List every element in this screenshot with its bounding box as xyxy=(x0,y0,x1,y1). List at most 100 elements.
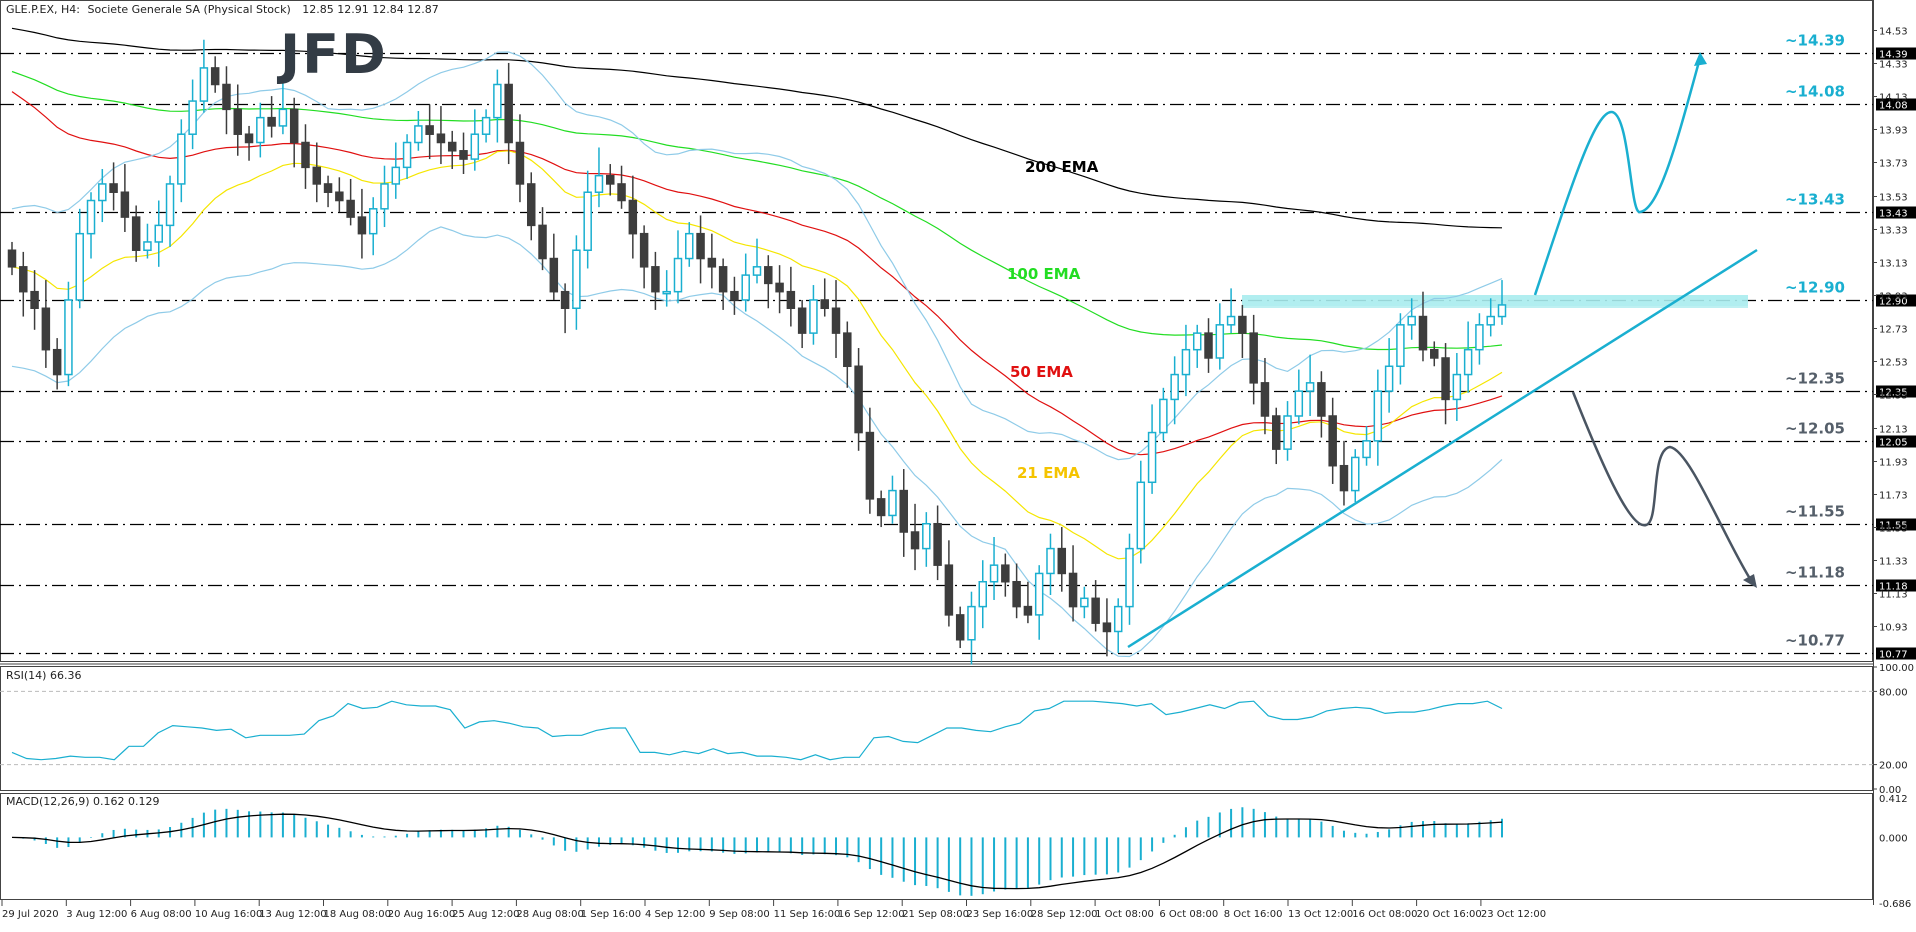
time-tick: 4 Sep 12:00 xyxy=(645,909,705,920)
macd-signal-line xyxy=(11,813,1503,890)
time-tick: 6 Oct 08:00 xyxy=(1159,909,1218,920)
price-tick: 11.13 xyxy=(1879,590,1908,601)
macd-pane-frame xyxy=(0,793,1873,900)
ohlc-values: 12.85 12.91 12.84 12.87 xyxy=(302,3,438,16)
level-price-tag-text: 14.39 xyxy=(1879,50,1908,61)
symbol-label: GLE.P.EX, H4: xyxy=(6,3,80,16)
time-tick: 13 Oct 12:00 xyxy=(1288,909,1353,920)
chart-header: GLE.P.EX, H4: Societe Generale SA (Physi… xyxy=(6,3,439,16)
level-label: ~12.05 xyxy=(1785,420,1845,438)
rsi-pane-frame xyxy=(0,666,1873,791)
macd-label: MACD(12,26,9) 0.162 0.129 xyxy=(6,795,160,808)
arrow-down-icon xyxy=(1743,574,1757,588)
resistance-zone xyxy=(1242,295,1748,308)
level-price-tag-text: 11.18 xyxy=(1879,582,1908,593)
price-tick: 12.73 xyxy=(1879,325,1908,336)
arrow-up-icon xyxy=(1694,52,1707,66)
price-tick: 14.53 xyxy=(1879,27,1908,38)
time-tick: 23 Sep 16:00 xyxy=(967,909,1034,920)
time-tick: 13 Aug 12:00 xyxy=(259,909,326,920)
time-tick: 10 Aug 16:00 xyxy=(195,909,262,920)
time-tick: 9 Sep 08:00 xyxy=(709,909,769,920)
price-tick: 11.53 xyxy=(1879,524,1908,535)
main-pane-frame xyxy=(0,0,1873,662)
bollinger-lower xyxy=(11,226,1503,658)
time-tick: 28 Aug 08:00 xyxy=(516,909,583,920)
time-tick: 1 Oct 08:00 xyxy=(1095,909,1154,920)
level-label: ~11.55 xyxy=(1785,503,1845,521)
svg-text:100.00: 100.00 xyxy=(1879,663,1914,674)
level-price-tag-text: 12.05 xyxy=(1879,438,1908,449)
price-tick: 11.93 xyxy=(1879,458,1908,469)
trendline xyxy=(1127,248,1758,649)
level-label: ~12.35 xyxy=(1785,370,1845,388)
level-price-tag-text: 12.90 xyxy=(1879,297,1908,308)
level-price-tag-text: 11.55 xyxy=(1879,521,1908,532)
level-label: ~13.43 xyxy=(1785,191,1845,209)
svg-text:-0.686: -0.686 xyxy=(1879,899,1911,910)
time-tick: 16 Sep 12:00 xyxy=(838,909,905,920)
time-tick: 28 Sep 12:00 xyxy=(1031,909,1098,920)
svg-text:20.00: 20.00 xyxy=(1879,761,1908,772)
instrument-label: Societe Generale SA (Physical Stock) xyxy=(87,3,290,16)
price-tick: 13.33 xyxy=(1879,226,1908,237)
price-tick: 10.93 xyxy=(1879,623,1908,634)
time-tick: 20 Aug 16:00 xyxy=(388,909,455,920)
price-tick: 13.53 xyxy=(1879,193,1908,204)
level-price-tag-text: 14.08 xyxy=(1879,101,1908,112)
candlesticks xyxy=(7,39,1507,665)
level-label: ~10.77 xyxy=(1785,632,1845,650)
svg-text:0.00: 0.00 xyxy=(1879,785,1901,796)
price-tick: 11.33 xyxy=(1879,557,1908,568)
price-tick: 13.93 xyxy=(1879,126,1908,137)
ema100-label: 100 EMA xyxy=(1007,265,1081,283)
level-price-tag-text: 12.35 xyxy=(1879,388,1908,399)
level-label: ~14.08 xyxy=(1785,83,1845,101)
time-tick: 18 Aug 08:00 xyxy=(324,909,391,920)
price-tick: 14.13 xyxy=(1879,93,1908,104)
level-price-tag xyxy=(1876,385,1916,398)
time-tick: 20 Oct 16:00 xyxy=(1417,909,1482,920)
svg-text:JFD: JFD xyxy=(276,23,388,86)
rsi-pane: 100.00 80.00 20.00 0.00 xyxy=(0,663,1914,796)
price-tick: 11.73 xyxy=(1879,491,1908,502)
ema21-label: 21 EMA xyxy=(1017,464,1080,482)
level-price-tag xyxy=(1876,518,1916,531)
time-tick: 29 Jul 2020 xyxy=(2,909,59,920)
time-tick: 23 Oct 12:00 xyxy=(1481,909,1546,920)
price-axis[interactable]: 14.53 14.33 14.13 13.93 13.73 13.53 13.33 13.13… xyxy=(1873,0,1908,905)
price-tick: 12.93 xyxy=(1879,292,1908,303)
level-price-tag-text: 10.77 xyxy=(1879,650,1908,661)
level-price-tag xyxy=(1876,98,1916,111)
level-price-tag xyxy=(1876,47,1916,60)
svg-text:0.412: 0.412 xyxy=(1879,794,1908,805)
time-tick: 3 Aug 12:00 xyxy=(66,909,127,920)
level-price-tag xyxy=(1876,435,1916,448)
time-tick: 1 Sep 16:00 xyxy=(581,909,641,920)
bearish-path xyxy=(1571,391,1754,583)
level-label: ~14.39 xyxy=(1785,32,1845,50)
price-tick: 13.73 xyxy=(1879,159,1908,170)
svg-text:80.00: 80.00 xyxy=(1879,687,1908,698)
time-axis[interactable]: 29 Jul 2020 3 Aug 12:00 6 Aug 08:00 10 Aug … xyxy=(1,900,1546,920)
time-tick: 6 Aug 08:00 xyxy=(131,909,192,920)
ema200-line xyxy=(11,27,1503,229)
time-tick: 25 Aug 12:00 xyxy=(452,909,519,920)
price-tick: 12.33 xyxy=(1879,391,1908,402)
level-label: ~12.90 xyxy=(1785,279,1845,297)
level-price-tag xyxy=(1876,647,1916,660)
price-tick: 12.13 xyxy=(1879,425,1908,436)
price-tick: 12.53 xyxy=(1879,358,1908,369)
level-price-tag-text: 13.43 xyxy=(1879,209,1908,220)
level-price-tag xyxy=(1876,206,1916,219)
time-tick: 8 Oct 16:00 xyxy=(1224,909,1283,920)
level-price-tag xyxy=(1876,294,1916,307)
svg-text:0.000: 0.000 xyxy=(1879,833,1908,844)
horizontal-levels: ~14.39 14.39 ~14.08 14.08 ~13.43 13.43 ~12.90 1… xyxy=(0,32,1916,661)
ema50-label: 50 EMA xyxy=(1010,363,1073,381)
rsi-line xyxy=(11,700,1503,761)
price-tick: 14.33 xyxy=(1879,60,1908,71)
time-tick: 11 Sep 16:00 xyxy=(774,909,841,920)
